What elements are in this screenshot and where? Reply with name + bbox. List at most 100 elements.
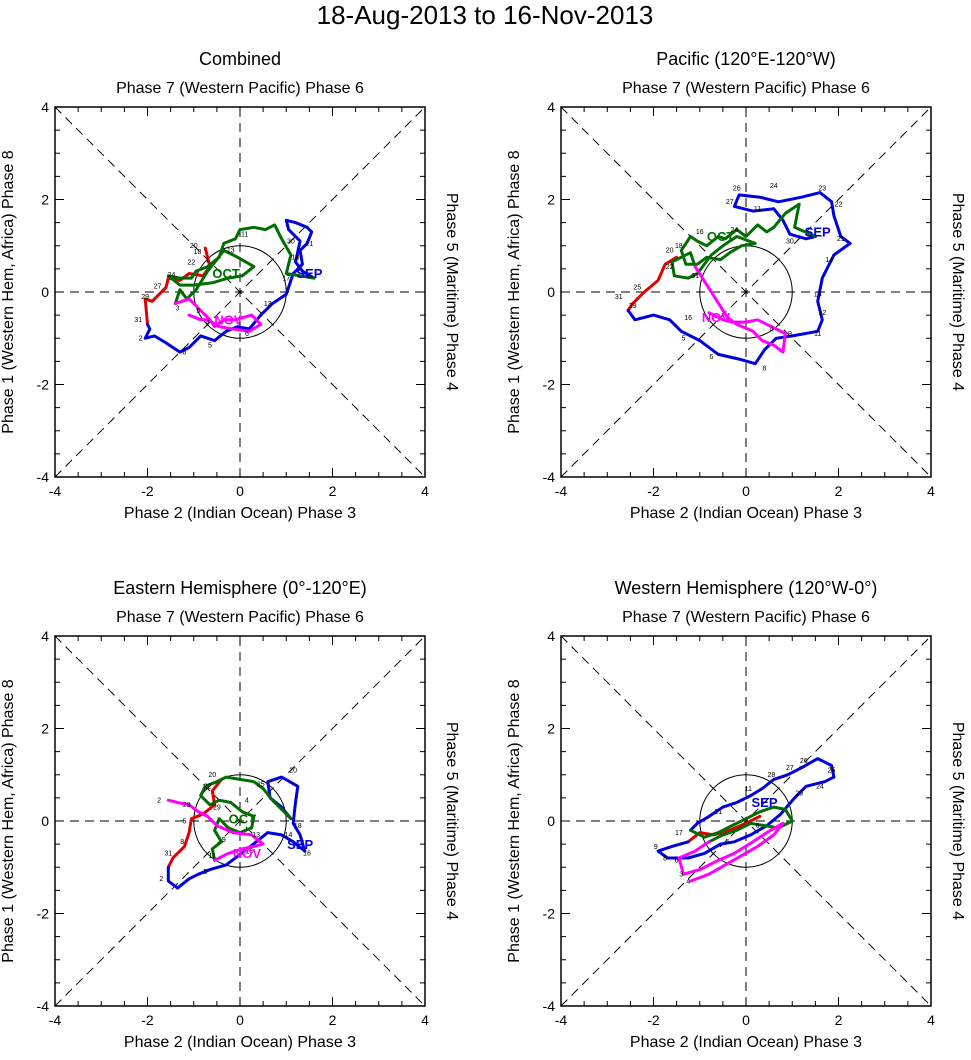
day-label: 13 — [227, 248, 235, 255]
day-label: 22 — [188, 259, 196, 266]
x-tick-label: 0 — [742, 1012, 750, 1028]
chart-panel-3: Eastern Hemisphere (0°-120°E) Phase 7 (We… — [0, 578, 460, 1051]
day-label: 24 — [168, 272, 176, 279]
right-axis-label: Phase 5 (Maritime) Phase 4 — [443, 193, 460, 391]
x-tick-label: 0 — [236, 1012, 244, 1028]
series-nov-line — [166, 798, 265, 862]
day-label: 6 — [675, 858, 679, 865]
y-tick-label: -2 — [37, 906, 50, 922]
day-label: 25 — [828, 767, 836, 774]
x-tick-label: -4 — [555, 483, 568, 499]
day-label: 2 — [159, 876, 163, 883]
day-label: 4 — [206, 319, 210, 326]
y-tick-label: -4 — [543, 998, 556, 1014]
month-label-nov: NOV — [214, 312, 243, 327]
day-label: 16 — [696, 229, 704, 236]
x-tick-label: -2 — [141, 1012, 154, 1028]
diagonal-line — [54, 106, 426, 478]
series-sep-line — [166, 775, 307, 890]
day-label: 20 — [208, 772, 216, 779]
diagonal-line — [560, 106, 932, 478]
y-tick-label: 4 — [41, 99, 49, 115]
day-label: 18 — [675, 243, 683, 250]
series-oct-line — [166, 223, 316, 306]
day-label: 4 — [686, 878, 690, 885]
day-label: 5 — [203, 869, 207, 876]
day-label: 27 — [786, 765, 794, 772]
day-label: 13 — [264, 301, 272, 308]
day-label: 16 — [303, 851, 311, 858]
day-label: 6 — [756, 823, 760, 830]
chart-panel-4: Western Hemisphere (120°W-0°) Phase 7 (We… — [506, 578, 966, 1051]
x-tick-label: 0 — [742, 483, 750, 499]
day-label: 9 — [654, 844, 658, 851]
day-label: 24 — [731, 227, 739, 234]
panel-title: Combined — [199, 49, 281, 69]
day-label: 8 — [763, 366, 767, 373]
y-tick-label: 2 — [41, 192, 49, 208]
day-label: 3 — [176, 306, 180, 313]
day-label: 11 — [745, 786, 752, 793]
series-oct-line — [689, 805, 794, 844]
day-label: 21 — [305, 241, 313, 248]
day-label: 9 — [222, 837, 226, 844]
day-label: 21 — [837, 236, 845, 243]
day-label: 2 — [139, 336, 143, 343]
y-tick-label: -4 — [37, 469, 50, 485]
day-label: 8 — [663, 855, 667, 862]
y-tick-label: 2 — [547, 192, 555, 208]
day-label: 26 — [733, 185, 741, 192]
bottom-axis-label: Phase 2 (Indian Ocean) Phase 3 — [630, 1034, 862, 1051]
series-sep-line — [143, 218, 316, 354]
month-label-sep: SEP — [751, 795, 777, 810]
day-label: 14 — [285, 832, 293, 839]
x-tick-label: -4 — [555, 1012, 568, 1028]
day-label: 29 — [795, 791, 803, 798]
day-label: 23 — [818, 185, 826, 192]
y-tick-label: 4 — [547, 99, 555, 115]
y-tick-label: -2 — [37, 377, 50, 393]
y-tick-label: -4 — [543, 469, 556, 485]
series-sep-line — [656, 757, 836, 860]
series-sep-line — [626, 191, 852, 366]
day-label: 25 — [257, 781, 265, 788]
day-label: 12 — [818, 310, 826, 317]
x-tick-label: 4 — [421, 1012, 429, 1028]
day-label: 27 — [154, 283, 162, 290]
left-axis-label: Phase 1 (Western Hem, Africa) Phase 8 — [0, 679, 17, 962]
day-label: 2 — [157, 798, 161, 805]
day-label: 26 — [800, 758, 808, 765]
day-label: 29 — [183, 802, 191, 809]
day-label: 17 — [675, 830, 683, 837]
day-label: 3 — [679, 872, 683, 879]
day-label: 24 — [816, 784, 824, 791]
month-label-sep: SEP — [296, 266, 322, 281]
y-tick-label: 4 — [547, 628, 555, 644]
x-tick-label: 2 — [329, 1012, 337, 1028]
day-label: 5 — [208, 343, 212, 350]
day-label: 16 — [245, 848, 253, 855]
day-label: 20 — [666, 248, 674, 255]
day-label: 17 — [282, 275, 290, 282]
y-tick-label: 0 — [41, 813, 49, 829]
day-label: 29 — [629, 303, 637, 310]
x-tick-label: -4 — [49, 1012, 62, 1028]
y-tick-label: -4 — [37, 998, 50, 1014]
day-label: 6 — [183, 349, 187, 356]
left-axis-label: Phase 1 (Western Hem, Africa) Phase 8 — [0, 150, 17, 433]
day-label: 22 — [835, 201, 843, 208]
day-label: 14 — [825, 257, 833, 264]
x-tick-label: -2 — [141, 483, 154, 499]
top-axis-label: Phase 7 (Western Pacific) Phase 6 — [116, 80, 364, 97]
y-tick-label: 2 — [41, 721, 49, 737]
x-tick-label: -4 — [49, 483, 62, 499]
day-label: 22 — [204, 784, 212, 791]
day-label: 7 — [238, 312, 242, 319]
panel-title: Pacific (120°E-120°W) — [656, 49, 835, 69]
x-tick-label: 4 — [927, 1012, 935, 1028]
day-label: 24 — [770, 183, 778, 190]
y-tick-label: -2 — [543, 906, 556, 922]
y-tick-label: 0 — [41, 284, 49, 300]
series-aug-line — [166, 777, 223, 869]
